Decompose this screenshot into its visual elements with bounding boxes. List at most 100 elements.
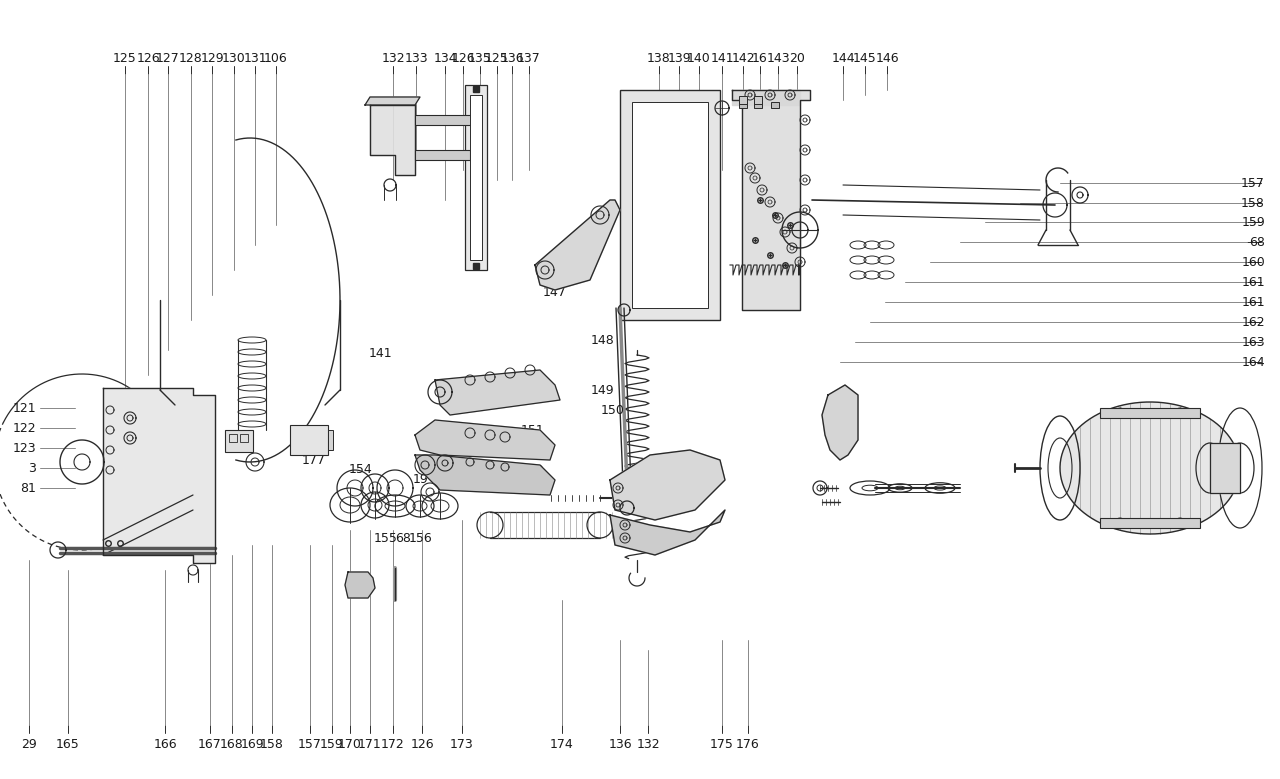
Text: 148: 148	[591, 333, 614, 347]
Bar	[225, 430, 253, 452]
Text: 173: 173	[451, 738, 474, 752]
Bar	[470, 95, 483, 260]
Text: 161: 161	[1242, 295, 1265, 308]
Text: 161: 161	[1242, 276, 1265, 288]
Text: 133: 133	[404, 51, 428, 65]
Polygon shape	[611, 510, 724, 555]
Bar	[739, 102, 748, 108]
Polygon shape	[346, 572, 375, 598]
Polygon shape	[370, 105, 415, 175]
Text: 147: 147	[543, 285, 567, 298]
Text: 140: 140	[687, 51, 710, 65]
Text: 158: 158	[1242, 196, 1265, 210]
Bar	[1100, 518, 1201, 528]
Text: 3: 3	[28, 461, 36, 474]
Polygon shape	[611, 450, 724, 520]
Bar	[754, 96, 762, 104]
Text: 155: 155	[374, 531, 398, 545]
Text: 162: 162	[1242, 315, 1265, 329]
Text: 158: 158	[260, 738, 284, 752]
Text: 153: 153	[521, 464, 545, 477]
Text: 129: 129	[200, 51, 224, 65]
Polygon shape	[365, 97, 420, 105]
Text: 126: 126	[451, 51, 475, 65]
Text: 143: 143	[767, 51, 790, 65]
Text: 149: 149	[591, 383, 614, 397]
Polygon shape	[535, 200, 620, 290]
Bar	[415, 150, 470, 160]
Text: 159: 159	[1242, 216, 1265, 228]
Text: 131: 131	[243, 51, 266, 65]
Text: 142: 142	[731, 51, 755, 65]
Bar	[415, 115, 480, 125]
Polygon shape	[1060, 402, 1240, 534]
Text: 160: 160	[1242, 256, 1265, 269]
Text: 156: 156	[410, 531, 433, 545]
Polygon shape	[435, 370, 561, 415]
Text: 167: 167	[198, 738, 221, 752]
Text: 165: 165	[56, 738, 79, 752]
Text: 123: 123	[13, 442, 36, 454]
Text: 126: 126	[410, 738, 434, 752]
Text: 29: 29	[22, 738, 37, 752]
Text: 125: 125	[113, 51, 137, 65]
Bar	[328, 430, 333, 450]
Text: 177: 177	[302, 453, 326, 467]
Text: 137: 137	[517, 51, 541, 65]
Text: 157: 157	[298, 738, 323, 752]
Polygon shape	[732, 90, 800, 105]
Text: 139: 139	[667, 51, 691, 65]
Text: 136: 136	[608, 738, 632, 752]
Text: 127: 127	[156, 51, 180, 65]
Text: 106: 106	[264, 51, 288, 65]
Text: 81: 81	[20, 481, 36, 495]
Text: 168: 168	[220, 738, 244, 752]
Polygon shape	[1210, 443, 1240, 493]
Text: 170: 170	[338, 738, 362, 752]
Text: 152: 152	[521, 443, 545, 456]
Text: 159: 159	[320, 738, 344, 752]
Text: 130: 130	[223, 51, 246, 65]
Bar	[229, 434, 237, 442]
Text: 150: 150	[602, 404, 625, 417]
Text: 144: 144	[831, 51, 855, 65]
Text: 171: 171	[358, 738, 381, 752]
Text: 141: 141	[710, 51, 733, 65]
Text: 174: 174	[550, 738, 573, 752]
Text: 146: 146	[876, 51, 899, 65]
Text: 122: 122	[13, 421, 36, 435]
Text: 169: 169	[241, 738, 264, 752]
Text: 135: 135	[468, 51, 492, 65]
Text: 151: 151	[521, 424, 545, 436]
Bar	[620, 90, 719, 320]
Text: 163: 163	[1242, 336, 1265, 348]
Bar	[754, 102, 762, 108]
Polygon shape	[415, 455, 556, 495]
Text: 145: 145	[854, 51, 877, 65]
Text: 157: 157	[1242, 177, 1265, 189]
Text: 136: 136	[500, 51, 524, 65]
Text: 134: 134	[433, 51, 457, 65]
Polygon shape	[102, 388, 215, 563]
Bar	[771, 102, 780, 108]
Polygon shape	[732, 90, 810, 310]
Text: 121: 121	[13, 401, 36, 414]
Text: 126: 126	[136, 51, 160, 65]
Bar	[291, 425, 328, 455]
Text: 132: 132	[636, 738, 659, 752]
Text: 138: 138	[648, 51, 671, 65]
Bar	[739, 96, 748, 104]
Text: 164: 164	[1242, 355, 1265, 368]
Text: 132: 132	[381, 51, 404, 65]
Text: 175: 175	[710, 738, 733, 752]
Text: 141: 141	[369, 347, 393, 359]
Text: 172: 172	[381, 738, 404, 752]
Bar	[632, 102, 708, 308]
Bar	[241, 434, 248, 442]
Text: 68: 68	[396, 531, 411, 545]
Text: 19: 19	[413, 473, 429, 485]
Text: 154: 154	[349, 463, 372, 475]
Bar	[1100, 408, 1201, 418]
Text: 128: 128	[179, 51, 202, 65]
Bar	[465, 85, 486, 270]
